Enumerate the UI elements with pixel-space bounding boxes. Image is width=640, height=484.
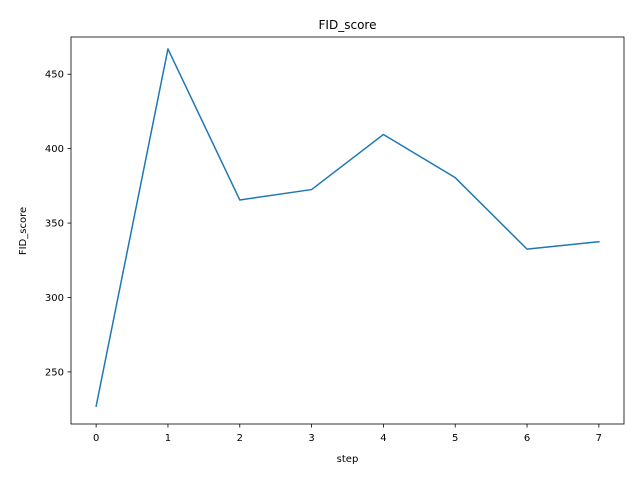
x-tick-label: 0	[93, 433, 99, 444]
axes-frame	[70, 36, 625, 425]
x-tick-label: 1	[165, 433, 171, 444]
x-axis-label: step	[337, 454, 359, 465]
y-axis-label: FID_score	[18, 207, 29, 255]
x-tick-label: 2	[237, 433, 243, 444]
y-tick-label: 300	[45, 293, 64, 304]
series-line	[95, 48, 600, 408]
x-tick-label: 4	[380, 433, 386, 444]
x-tick-label: 7	[596, 433, 602, 444]
chart-title: FID_score	[319, 18, 377, 32]
x-tick-label: 6	[524, 433, 530, 444]
x-tick-label: 3	[308, 433, 314, 444]
y-tick-label: 250	[45, 367, 64, 378]
plot-area: 0 1 2 3 4 5 6 7 250 300 350 400 450	[45, 36, 625, 444]
y-tick-label: 400	[45, 144, 64, 155]
x-tick-label: 5	[452, 433, 458, 444]
y-tick-label: 350	[45, 219, 64, 230]
y-tick-label: 450	[45, 70, 64, 81]
